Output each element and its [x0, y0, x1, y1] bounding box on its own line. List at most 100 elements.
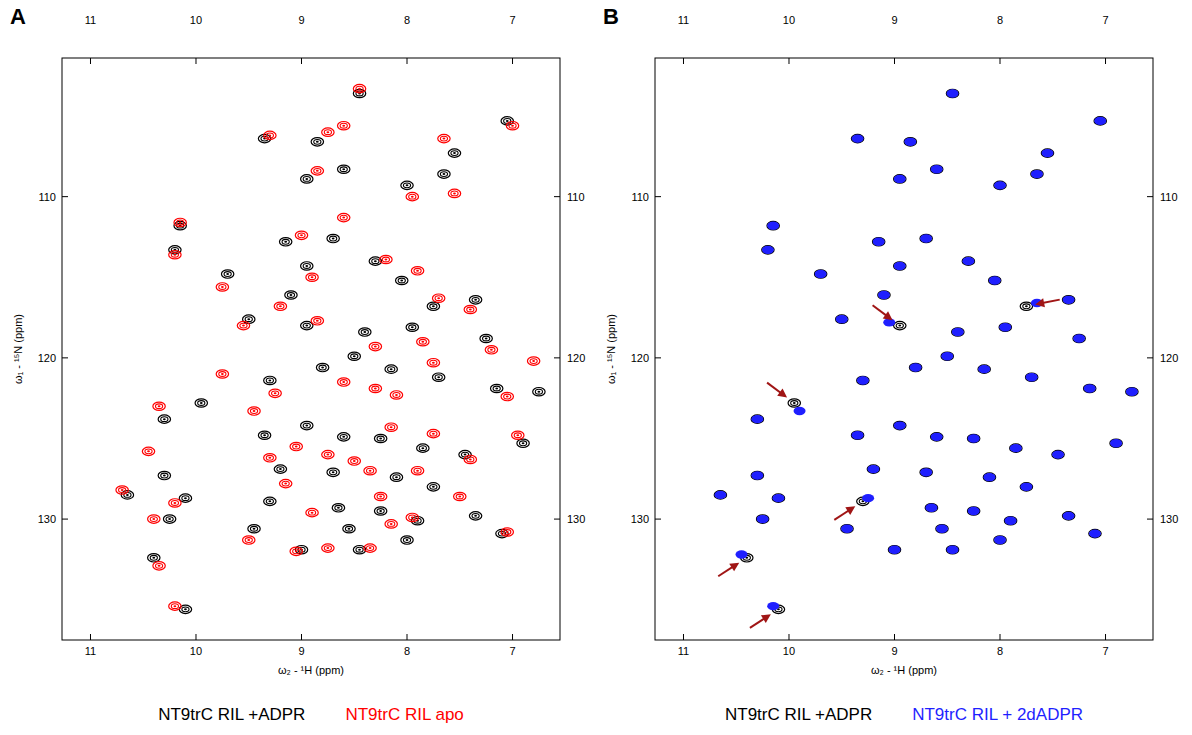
peak-contour [504, 530, 511, 535]
peak-contour [303, 323, 310, 328]
peak [968, 434, 980, 442]
plot-area [116, 84, 545, 613]
peak-contour [385, 259, 388, 261]
peak-contour [395, 476, 398, 478]
y-tick-label: 110 [1160, 191, 1178, 203]
peak [427, 483, 439, 491]
peak [301, 175, 313, 183]
peak [947, 546, 959, 554]
peak-contour [390, 426, 393, 428]
peak-contour [268, 500, 271, 502]
peak-blob [714, 491, 726, 499]
y-tick-label: 120 [631, 352, 649, 364]
peak [406, 323, 418, 331]
peak-contour [340, 167, 347, 172]
peak-contour [184, 608, 187, 610]
peak [851, 431, 863, 439]
peak-blob [841, 525, 853, 533]
peak [163, 515, 175, 523]
peak-contour [337, 507, 340, 509]
peak [501, 392, 513, 400]
peak-contour [374, 387, 377, 389]
peak-contour [316, 170, 319, 172]
peak-contour [1023, 304, 1030, 309]
peak [248, 407, 260, 415]
peak-contour [305, 425, 308, 427]
x-tick [195, 634, 196, 640]
x-tick-label: 9 [891, 645, 897, 657]
peak-contour [345, 526, 352, 531]
peak-contour [348, 457, 360, 465]
peak [1020, 483, 1032, 491]
y-tick-label: 130 [631, 513, 649, 525]
peak [390, 473, 402, 481]
peak-contour [920, 234, 932, 242]
peak [374, 492, 386, 500]
peak-contour [427, 429, 439, 437]
peak-contour [338, 213, 350, 221]
peak-contour [343, 525, 355, 533]
peak-contour [537, 391, 540, 393]
y-tick [62, 357, 68, 358]
peak [767, 221, 779, 229]
peak [359, 328, 371, 336]
x-tick [512, 634, 513, 640]
peak [756, 515, 768, 523]
peak-contour [791, 401, 798, 406]
peak-contour [364, 467, 376, 475]
peak-contour [119, 488, 126, 493]
peak-contour [488, 347, 495, 352]
peak [1062, 296, 1074, 304]
peak [836, 315, 848, 323]
peak [374, 507, 386, 515]
peak-contour [356, 547, 363, 552]
peak [872, 238, 884, 246]
peak [380, 255, 392, 263]
peak-contour [411, 467, 423, 475]
peak [153, 562, 165, 570]
peak-contour [464, 454, 467, 456]
peak-contour [152, 557, 155, 559]
peak-contour [851, 431, 863, 439]
peak [894, 262, 906, 270]
arrow-head [729, 563, 739, 572]
peak [512, 431, 524, 439]
peak [1025, 373, 1037, 381]
peak-contour [1094, 117, 1106, 125]
x-tick [683, 634, 684, 640]
peak [279, 238, 291, 246]
peak-contour [155, 563, 162, 568]
peak [1004, 516, 1016, 524]
peak [910, 363, 922, 371]
peak-contour [326, 547, 329, 549]
peak [264, 376, 276, 384]
x-tick [1105, 58, 1106, 64]
peak-contour [451, 191, 458, 196]
peak-contour [266, 378, 273, 383]
peak [427, 302, 439, 310]
peak-contour [348, 352, 360, 360]
peak-contour [250, 409, 257, 414]
peak [841, 525, 853, 533]
peak-contour [177, 220, 184, 225]
peak [148, 515, 160, 523]
peak-contour [514, 433, 521, 438]
peak [794, 407, 806, 415]
peak-contour [166, 517, 173, 522]
peak-contour [301, 175, 313, 183]
peak [427, 359, 439, 367]
peak [762, 246, 774, 254]
peak [1052, 450, 1064, 458]
peak-contour [277, 304, 284, 309]
peak [920, 468, 932, 476]
peak-contour [409, 194, 416, 199]
peak-contour [303, 177, 310, 182]
peak-contour [409, 515, 416, 520]
peak-contour [920, 468, 932, 476]
peak-contour [290, 294, 293, 296]
peak-contour [941, 352, 953, 360]
peak-contour [330, 236, 337, 241]
peak-contour [179, 221, 182, 223]
peak-contour [366, 468, 373, 473]
peak [348, 457, 360, 465]
